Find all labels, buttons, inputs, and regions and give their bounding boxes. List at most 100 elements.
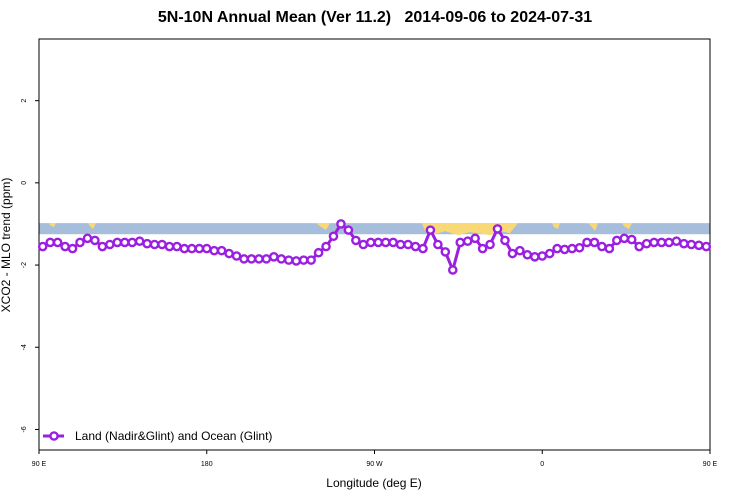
x-tick-label: 90 E	[32, 461, 47, 468]
x-axis-label: Longitude (deg E)	[326, 476, 421, 490]
data-point	[477, 243, 488, 254]
data-point	[574, 242, 585, 253]
x-axis-ticks: 90 E 180 90 W 0 90 E	[32, 450, 718, 468]
data-point	[328, 231, 339, 242]
data-point	[380, 237, 391, 248]
data-point	[358, 239, 369, 250]
data-point	[254, 254, 264, 264]
data-point	[641, 238, 652, 249]
data-point	[149, 239, 160, 250]
data-point	[142, 238, 152, 249]
data-point	[291, 256, 302, 266]
data-point	[567, 243, 577, 254]
data-point	[67, 243, 78, 254]
x-tick-label: 90 W	[366, 461, 383, 468]
data-point	[634, 241, 644, 252]
data-point	[410, 241, 421, 252]
data-point	[134, 236, 145, 247]
data-point	[209, 245, 220, 256]
data-point	[343, 225, 354, 235]
land-patch	[588, 223, 598, 232]
data-point	[679, 238, 689, 249]
data-point	[351, 235, 361, 246]
data-point	[589, 237, 600, 248]
data-point	[649, 237, 659, 248]
series-layer	[37, 219, 712, 275]
data-point	[462, 236, 473, 247]
data-point	[261, 254, 272, 264]
data-point	[522, 249, 533, 260]
data-point	[537, 251, 548, 261]
data-point	[656, 237, 667, 248]
data-point	[425, 225, 436, 235]
legend-marker-swatch	[49, 431, 59, 441]
data-point	[239, 254, 249, 264]
data-point	[60, 241, 70, 252]
data-point	[559, 244, 570, 255]
data-point	[90, 235, 100, 246]
data-point	[373, 237, 384, 248]
data-point	[224, 248, 234, 259]
x-tick-label: 180	[201, 461, 213, 468]
data-point	[201, 243, 212, 254]
data-point	[119, 237, 130, 248]
y-tick-label: 0	[21, 181, 28, 185]
data-point	[395, 239, 406, 250]
data-point	[365, 237, 376, 248]
legend: Land (Nadir&Glint) and Ocean (Glint)	[43, 429, 272, 443]
data-point	[447, 265, 458, 275]
y-axis-ticks: 2 0 -2 -4 -6	[21, 99, 39, 433]
data-point	[75, 237, 85, 248]
x-tick-label: 90 E	[703, 461, 718, 468]
data-point	[164, 241, 175, 252]
data-point	[529, 252, 540, 262]
data-point	[37, 241, 48, 252]
land-patch	[622, 223, 632, 230]
data-point	[597, 241, 607, 252]
data-point	[619, 233, 630, 244]
legend-label: Land (Nadir&Glint) and Ocean (Glint)	[75, 429, 272, 443]
data-point	[664, 237, 674, 248]
data-point	[269, 252, 279, 262]
data-point	[671, 236, 682, 247]
y-tick-label: -2	[21, 262, 28, 268]
data-point	[283, 255, 294, 265]
data-point	[246, 254, 257, 264]
data-point	[105, 239, 115, 250]
data-point	[187, 243, 197, 254]
data-point	[216, 245, 227, 256]
data-point	[552, 243, 562, 254]
chart-title: 5N-10N Annual Mean (Ver 11.2) 2014-09-06…	[157, 9, 593, 26]
data-point	[455, 237, 466, 248]
data-point	[694, 240, 704, 251]
data-point	[507, 248, 518, 259]
data-point	[492, 224, 503, 234]
data-point	[515, 245, 525, 256]
data-point	[500, 235, 510, 246]
data-point	[686, 239, 697, 250]
land-patch	[316, 223, 330, 231]
data-point	[45, 237, 55, 248]
y-tick-label: -4	[21, 344, 28, 350]
data-point	[112, 237, 123, 248]
background-band	[39, 223, 710, 235]
data-point	[97, 241, 108, 252]
data-point	[485, 239, 495, 250]
ocean-band	[39, 223, 710, 235]
y-axis-label: XCO2 - MLO trend (ppm)	[0, 178, 13, 313]
y-tick-label: -6	[21, 426, 28, 432]
data-point	[276, 254, 287, 264]
data-point	[544, 248, 555, 259]
data-point	[231, 251, 242, 261]
data-point	[440, 247, 451, 257]
data-point	[470, 233, 480, 244]
data-point	[336, 219, 346, 229]
data-point	[701, 241, 712, 252]
data-point	[626, 234, 637, 245]
data-point	[388, 237, 398, 248]
data-point	[172, 241, 182, 252]
data-point	[127, 237, 137, 248]
data-point	[157, 239, 167, 250]
data-point	[313, 247, 324, 258]
